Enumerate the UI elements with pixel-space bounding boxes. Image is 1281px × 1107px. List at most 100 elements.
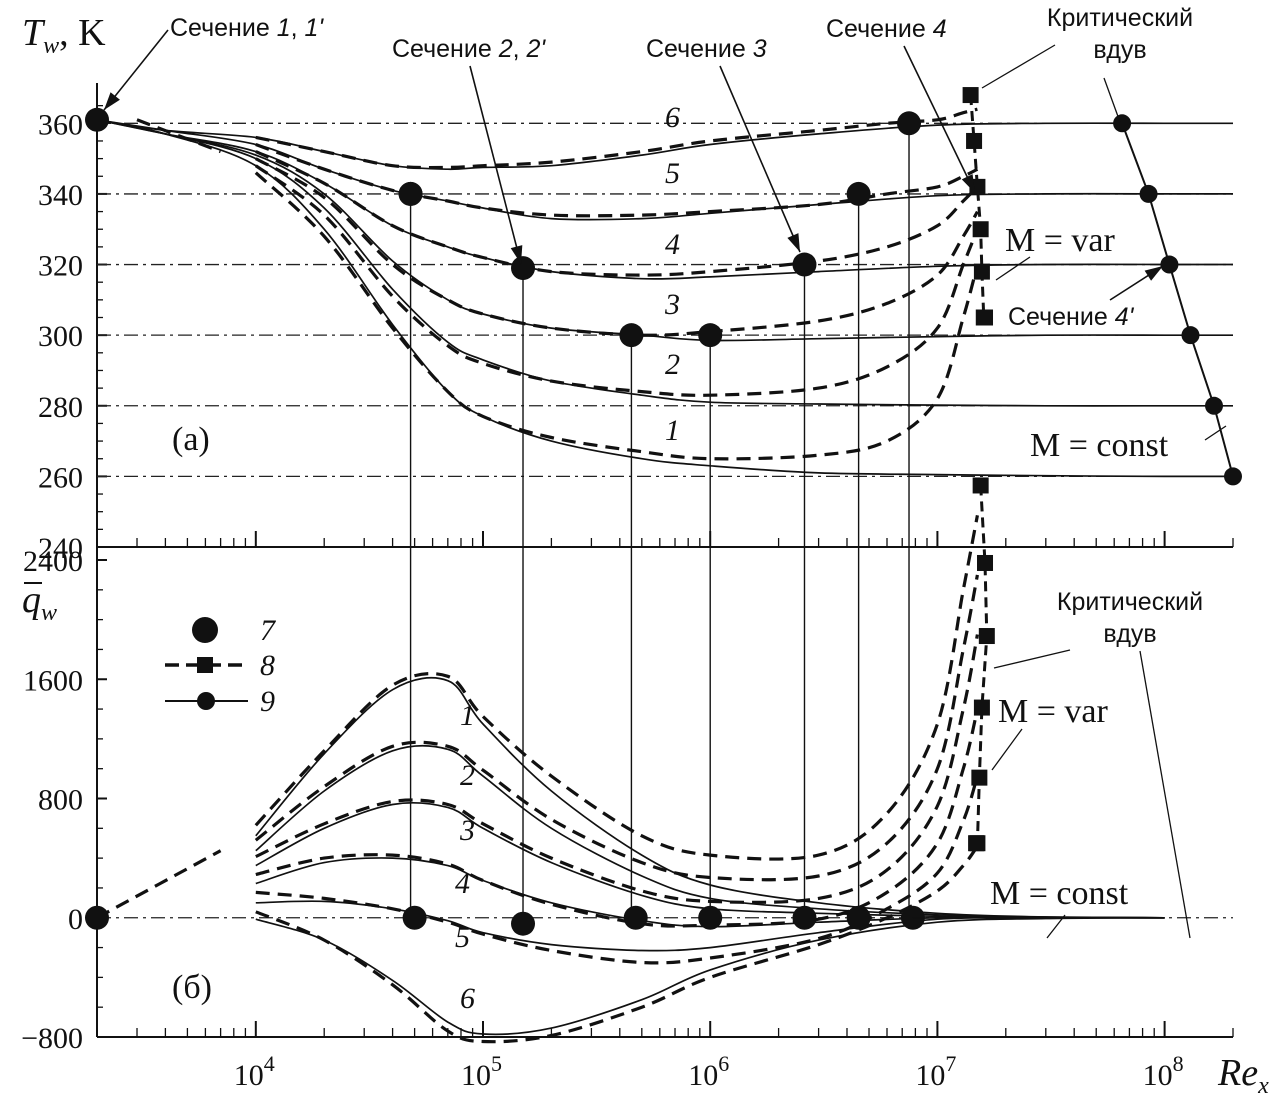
labels-layer: 240 260 280 300 320 340 360 −800 0 800 1600 2400 104… [21, 4, 1269, 1099]
panel-b-series-dashed-3 [255, 634, 979, 904]
panel-a-point-8 [966, 132, 983, 149]
panel-a-point-9 [1205, 396, 1224, 415]
panel-a-mconst-label: M = const [1030, 427, 1169, 464]
panel-a-curve-label-3: 3 [664, 288, 680, 321]
panel-a-series-dashed-upstream-dashed [136, 118, 222, 154]
panel-b-y-axis-title: qw [22, 579, 57, 626]
curves-layer [96, 94, 1234, 1044]
panel-a-critical-leader-left [981, 44, 1056, 89]
section-4-label: Сечение 4 [826, 15, 947, 43]
legend-marker-9 [197, 692, 215, 710]
section-2-arrow-head [510, 245, 523, 264]
section-4p-label: Сечение 4' [1008, 303, 1135, 331]
section-1-arrow [103, 29, 169, 111]
panel-a-label: (a) [172, 421, 210, 458]
panel-b-point-7 [402, 905, 427, 930]
markers-layer [85, 87, 1242, 936]
panel-a-point-9 [1160, 255, 1179, 274]
section-3-arrow-head [787, 233, 800, 252]
panel-a-point-9 [1113, 114, 1132, 133]
panel-a-series-dashed-2 [254, 164, 979, 397]
y-tick-label: 320 [38, 250, 83, 283]
section-4-arrow [903, 45, 976, 194]
x-tick-label: 108 [1143, 1051, 1184, 1092]
panel-a-point-9 [1224, 467, 1242, 486]
legend-label-8: 8 [260, 649, 275, 682]
y-tick-label: 340 [38, 179, 83, 212]
panel-a-point-8 [972, 221, 989, 238]
panel-b-mconst-label: M = const [990, 875, 1129, 912]
panel-a-point-9 [1181, 326, 1200, 345]
panel-b-point-8 [977, 554, 994, 571]
y-tick-label: 360 [38, 108, 83, 141]
panel-a-mconst-leader [1204, 425, 1227, 441]
panel-a-series-dashed-1 [254, 171, 979, 461]
panel-b-series-dashed-1 [254, 515, 979, 861]
section-3-arrow [719, 65, 801, 253]
panel-a-mconst-line [1121, 122, 1234, 477]
panel-a-curve-label-5: 5 [665, 157, 680, 190]
panel-b-curve-label-3: 3 [459, 814, 475, 847]
y-tick-label: 300 [38, 320, 83, 353]
section-3-label: Сечение 3 [646, 35, 767, 63]
panel-a-series-dashed-5 [255, 142, 979, 218]
section-1-label: Сечение 1, 1' [170, 14, 324, 42]
section-4-arrow-head [961, 174, 975, 193]
panel-a-mvar-leader [995, 256, 1031, 281]
panel-a-mvar-label: M = var [1005, 222, 1115, 259]
panel-a-curve-label-1: 1 [665, 414, 680, 447]
panel-a-point-7 [511, 256, 536, 281]
legend-label-9: 9 [260, 685, 275, 718]
legend-label-7: 7 [260, 614, 277, 647]
x-tick-label: 107 [915, 1051, 956, 1092]
y-tick-label: 240 [38, 532, 83, 565]
x-tick-label: 104 [234, 1051, 275, 1092]
section-4p-arrow-head [1144, 266, 1163, 281]
legend-marker-8 [197, 657, 213, 673]
y-tick-label: 800 [38, 784, 83, 817]
panel-b-mvar-label: M = var [998, 693, 1108, 730]
panel-b-point-7 [511, 911, 536, 936]
section-4-arrow-shaft [903, 45, 976, 194]
panel-b-point-7 [846, 905, 871, 930]
panel-b-point-8 [972, 477, 989, 494]
x-axis-title: Rex [1217, 1052, 1269, 1099]
panel-b-mconst-leader [1046, 914, 1066, 939]
panel-a-y-axis-title: Tw, K [22, 12, 106, 59]
y-tick-label: 260 [38, 461, 83, 494]
section-2-arrow-shaft [469, 65, 522, 265]
y-tick-label: 1600 [23, 664, 83, 697]
panel-a-curve-label-2: 2 [665, 348, 680, 381]
panel-b-point-7 [698, 905, 723, 930]
y-tick-label: −800 [21, 1022, 83, 1055]
panel-b-mvar-line [975, 485, 989, 845]
panel-a-point-7 [897, 111, 922, 136]
section-2-arrow [469, 65, 523, 265]
section-3-arrow-shaft [719, 65, 801, 253]
panel-a-point-7 [698, 323, 723, 348]
panel-b-point-8 [968, 835, 985, 852]
panel-a-point-9 [1139, 184, 1158, 203]
panel-a-point-7 [398, 181, 423, 206]
y-tick-label: 2400 [23, 545, 83, 578]
panel-b-point-8 [978, 628, 995, 645]
panel-b-point-7 [792, 905, 817, 930]
panel-b-mvar-leader [991, 728, 1023, 771]
panel-b-curve-label-6: 6 [460, 982, 475, 1015]
y-tick-label: 280 [38, 391, 83, 424]
panel-b-curve-label-4: 4 [455, 867, 470, 900]
panel-a-critical-line2: вдув [1093, 36, 1146, 64]
panel-b-series-dashed-5 [255, 775, 979, 965]
x-tick-label: 106 [688, 1051, 729, 1092]
panel-b-series-dashed-4 [255, 708, 979, 928]
panel-b-critical-leader-left [993, 649, 1071, 669]
panel-b-curve-label-5: 5 [455, 921, 470, 954]
panel-a-critical-line1: Критический [1047, 4, 1193, 32]
panel-b-label: (б) [172, 969, 212, 1006]
panel-a-curve-label-4: 4 [665, 228, 680, 261]
panel-a-critical-leader-right [1103, 77, 1121, 123]
panel-b-curve-label-2: 2 [460, 759, 475, 792]
panel-a-point-7 [619, 323, 644, 348]
panel-b-point-8 [971, 769, 988, 786]
